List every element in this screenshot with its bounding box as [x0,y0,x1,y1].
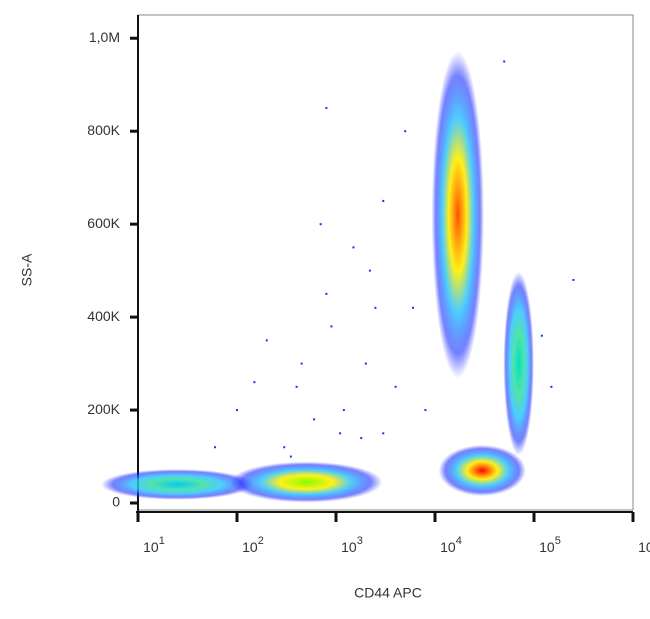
event-dot [236,409,238,412]
population [229,461,383,503]
event-dot [265,339,268,342]
event-dot [550,385,553,388]
y-axis-label: SS-A [19,253,35,286]
event-dot [330,325,333,328]
event-dot [374,306,377,309]
event-dot [339,432,342,435]
event-dot [325,106,328,109]
population [101,469,254,500]
y-tick-label: 600K [87,215,120,231]
event-dot [319,223,322,226]
event-dot [364,362,367,365]
event-dot [313,418,316,421]
event-dot [382,432,385,435]
x-axis-label: CD44 APC [354,585,422,601]
x-tick-label: 102 [242,535,264,555]
y-tick-label: 200K [87,401,120,417]
x-tick-label: 101 [143,535,165,555]
x-tick-label: 106 [638,535,650,555]
y-tick-label: 1,0M [89,29,120,45]
plot-frame [137,14,634,511]
y-tick-label: 400K [87,308,120,324]
x-tick-label: 105 [539,535,561,555]
event-dot [368,269,371,272]
event-dot [253,381,256,384]
event-dot [360,436,363,439]
event-dot [283,446,286,449]
event-dot [289,455,292,458]
event-dot [404,130,407,133]
event-dot [214,446,217,449]
event-dot [540,334,543,337]
event-dot [352,246,355,249]
event-dot [325,292,328,295]
y-tick-label: 800K [87,122,120,138]
event-dot [424,409,427,412]
event-dot [572,278,575,281]
event-dot [342,409,345,412]
population [431,51,484,379]
population [438,444,526,497]
event-dot [382,199,385,202]
event-dot [503,60,506,63]
event-dot [295,385,298,388]
event-dot [394,385,397,388]
x-tick-label: 103 [341,535,363,555]
event-dot [300,362,303,365]
x-tick-label: 104 [440,535,462,555]
event-dot [412,306,415,309]
population [503,271,534,456]
y-tick-label: 0 [112,494,120,510]
